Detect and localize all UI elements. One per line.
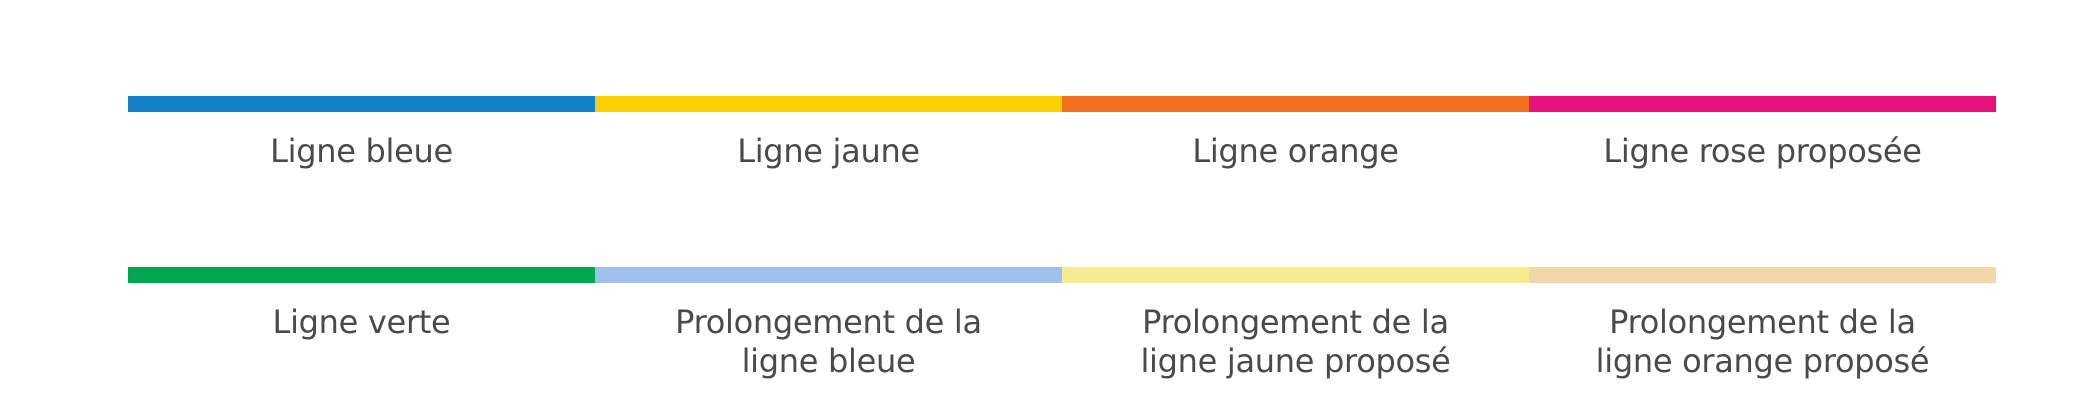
color-swatch xyxy=(1529,96,1996,112)
color-swatch xyxy=(1062,267,1529,283)
legend-item-yellow-line-extension-proposed: Prolongement de la ligne jaune proposé xyxy=(1062,267,1529,381)
legend-label: Ligne bleue xyxy=(270,132,453,170)
legend-item-pink-line-proposed: Ligne rose proposée xyxy=(1529,96,1996,171)
legend-label: Prolongement de la ligne bleue xyxy=(675,303,982,380)
legend-row: Ligne bleue Ligne jaune Ligne orange Lig… xyxy=(128,96,1996,171)
legend-label: Ligne verte xyxy=(272,303,451,341)
legend-item-orange-line-extension-proposed: Prolongement de la ligne orange proposé xyxy=(1529,267,1996,381)
color-swatch xyxy=(595,267,1062,283)
color-legend: Ligne bleue Ligne jaune Ligne orange Lig… xyxy=(128,0,1996,400)
legend-label: Ligne rose proposée xyxy=(1603,132,1922,170)
legend-item-yellow-line: Ligne jaune xyxy=(595,96,1062,171)
legend-item-blue-line-extension: Prolongement de la ligne bleue xyxy=(595,267,1062,381)
color-swatch xyxy=(128,267,595,283)
legend-label: Ligne orange xyxy=(1192,132,1399,170)
legend-label: Prolongement de la ligne jaune proposé xyxy=(1140,303,1451,380)
color-swatch xyxy=(1529,267,1996,283)
color-swatch xyxy=(595,96,1062,112)
legend-item-green-line: Ligne verte xyxy=(128,267,595,381)
legend-label: Ligne jaune xyxy=(737,132,920,170)
legend-label: Prolongement de la ligne orange proposé xyxy=(1595,303,1930,380)
color-swatch xyxy=(1062,96,1529,112)
legend-row: Ligne verte Prolongement de la ligne ble… xyxy=(128,267,1996,381)
color-swatch xyxy=(128,96,595,112)
legend-item-orange-line: Ligne orange xyxy=(1062,96,1529,171)
legend-item-blue-line: Ligne bleue xyxy=(128,96,595,171)
